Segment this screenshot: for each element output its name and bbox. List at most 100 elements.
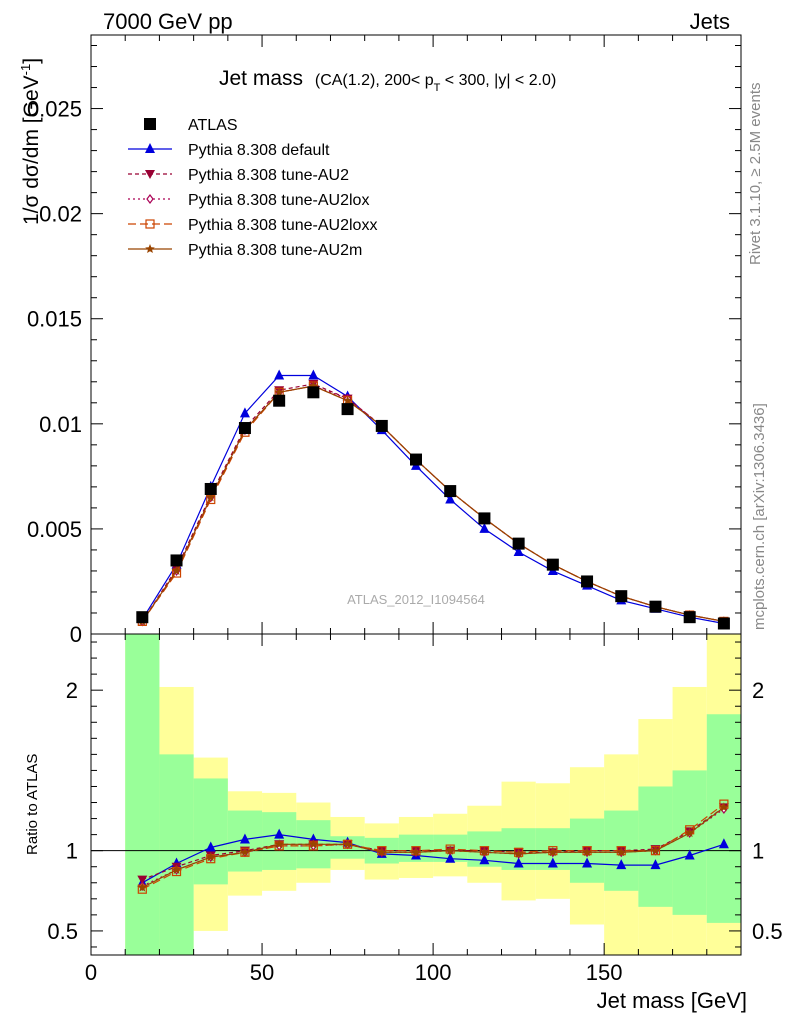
legend-marker-atlas (144, 118, 156, 130)
series-0-point-9 (445, 493, 456, 504)
atlas-data-point-4 (273, 394, 286, 407)
ratio-0-point-12 (547, 857, 558, 868)
y-tick-label-main-2: 0.01 (39, 412, 82, 437)
series-0-point-4 (274, 369, 285, 380)
series-line-4 (141, 385, 725, 622)
series-line-3 (141, 385, 725, 622)
ratio-0-point-10 (479, 854, 490, 865)
legend-label-2: Pythia 8.308 tune-AU2lox (188, 192, 369, 209)
series-4-point-4 (274, 387, 284, 397)
ratio-0-point-2 (205, 841, 216, 852)
header-right: Jets (690, 9, 730, 34)
y-tick-label-main-4: 0.02 (39, 202, 82, 227)
ratio-line-4 (142, 806, 725, 889)
analysis-watermark: ATLAS_2012_I1094564 (347, 592, 485, 607)
ratio-0-point-13 (582, 857, 593, 868)
ratio-4-point-11 (513, 848, 524, 858)
ratio-4-point-7 (377, 847, 387, 857)
y-tick-label-ratio-0: 0.5 (47, 919, 78, 944)
y-tick-label-main-0: 0 (70, 622, 82, 647)
legend-marker-3 (145, 219, 155, 229)
atlas-data-point-7 (375, 419, 388, 432)
atlas-data-point-3 (238, 422, 251, 435)
ratio-4-point-14 (616, 847, 626, 857)
series-line-0 (141, 374, 725, 625)
y-tick-label-ratio-right-2: 2 (752, 678, 764, 703)
ratio-4-point-6 (342, 839, 353, 849)
series-line-1 (141, 383, 725, 622)
atlas-data-point-11 (512, 537, 525, 550)
y-tick-label-ratio-right-0: 0.5 (752, 919, 783, 944)
ratio-line-3 (142, 803, 725, 890)
chart-title: Jet mass (CA(1.2), 200< pT < 300, |y| < … (219, 67, 556, 94)
x-tick-label-2: 100 (415, 960, 452, 985)
x-tick-label-1: 50 (250, 960, 274, 985)
y-tick-label-main-1: 0.005 (27, 517, 82, 542)
ratio-0-point-3 (239, 833, 250, 844)
legend: ATLAS Pythia 8.308 default Pythia 8.308 tu… (128, 117, 377, 259)
series-4-point-6 (342, 395, 353, 405)
ratio-4-point-10 (479, 847, 490, 857)
ratio-0-point-15 (650, 859, 661, 870)
band-inner-16 (672, 770, 707, 915)
y-axis-label-main: 1/σ dσ/dm [GeV-1] (18, 58, 43, 225)
atlas-data-point-8 (410, 453, 422, 466)
ratio-panel-series (137, 799, 729, 894)
ratio-0-point-16 (684, 849, 695, 860)
legend-label-3: Pythia 8.308 tune-AU2loxx (188, 217, 377, 234)
ratio-4-point-4 (274, 839, 284, 849)
series-0-point-10 (479, 522, 490, 533)
atlas-data-point-17 (717, 617, 730, 630)
main-panel-series (136, 369, 730, 630)
series-4-point-2 (206, 492, 216, 502)
x-axis-label: Jet mass [GeV] (597, 988, 747, 1013)
atlas-data-point-15 (649, 600, 662, 613)
uncertainty-bands (91, 634, 741, 955)
y-tick-label-main-5: 0.025 (27, 97, 82, 122)
atlas-data-point-14 (615, 590, 628, 603)
atlas-data-point-13 (581, 575, 594, 588)
ratio-4-point-3 (240, 847, 250, 857)
ratio-line-0 (142, 833, 725, 884)
series-0-point-11 (513, 546, 524, 557)
ratio-4-point-9 (445, 845, 455, 855)
atlas-data-point-0 (136, 611, 149, 624)
legend-marker-2 (146, 194, 154, 204)
y-axis-label-ratio: Ratio to ATLAS (24, 754, 41, 855)
y-tick-label-main-3: 0.015 (27, 307, 82, 332)
ratio-4-point-8 (411, 847, 421, 857)
ratio-0-point-4 (274, 828, 285, 839)
x-tick-label-0: 0 (85, 960, 97, 985)
atlas-data-point-16 (683, 611, 696, 624)
ratio-0-point-9 (445, 852, 456, 863)
header-left: 7000 GeV pp (103, 9, 233, 34)
legend-marker-0 (145, 143, 155, 153)
legend-label-4: Pythia 8.308 tune-AU2m (188, 242, 362, 259)
ratio-0-point-11 (513, 857, 524, 868)
atlas-data-point-9 (444, 485, 457, 498)
side-label-mcplots: mcplots.cern.ch [arXiv:1306.3436] (751, 403, 768, 630)
ratio-0-point-14 (616, 859, 627, 870)
ratio-frame (90, 633, 742, 956)
ratio-4-point-5 (308, 839, 319, 849)
atlas-data-point-5 (307, 386, 320, 399)
series-0-point-3 (239, 407, 250, 418)
ratio-0-point-17 (718, 838, 729, 849)
ratio-1-point-0 (137, 875, 148, 885)
atlas-data-point-6 (341, 403, 354, 416)
ratio-4-point-1 (171, 864, 182, 874)
ratio-4-point-0 (137, 882, 148, 892)
ratio-4-point-17 (719, 802, 729, 812)
series-4-point-1 (171, 565, 182, 575)
ratio-4-point-16 (684, 828, 695, 838)
band-inner-1 (159, 754, 194, 955)
legend-label-atlas: ATLAS (188, 117, 238, 134)
atlas-data-point-12 (546, 558, 559, 571)
atlas-data-point-1 (170, 554, 183, 567)
side-label-rivet: Rivet 3.1.10, ≥ 2.5M events (747, 83, 764, 266)
band-inner-2 (193, 778, 228, 885)
ratio-4-point-2 (206, 852, 216, 862)
legend-marker-1 (145, 170, 155, 179)
band-inner-0 (125, 634, 160, 955)
